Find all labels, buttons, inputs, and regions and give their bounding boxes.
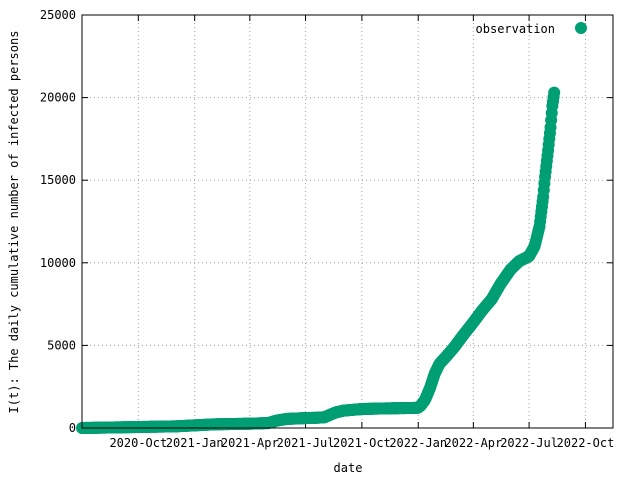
x-tick-label: 2021-Jan (166, 436, 224, 450)
x-axis-label: date (334, 461, 363, 475)
y-tick-label: 15000 (40, 173, 76, 187)
data-point (548, 86, 561, 99)
y-tick-label: 25000 (40, 8, 76, 22)
y-tick-label: 5000 (47, 338, 76, 352)
legend-marker-observation (575, 22, 587, 34)
x-tick-label: 2022-Apr (444, 436, 502, 450)
grid-layer (82, 14, 613, 428)
y-tick-label: 10000 (40, 256, 76, 270)
legend-label-observation: observation (476, 22, 555, 36)
data-points (76, 86, 561, 434)
y-tick-label: 0 (69, 421, 76, 435)
legend: observation (476, 22, 587, 36)
y-axis-label: I(t): The daily cumulative number of inf… (7, 31, 21, 414)
y-tick-label: 20000 (40, 91, 76, 105)
x-tick-label: 2021-Oct (333, 436, 391, 450)
x-tick-label: 2022-Jul (500, 436, 558, 450)
plot-frame (81, 14, 614, 429)
x-tick-label: 2021-Jul (277, 436, 335, 450)
x-tick-label: 2022-Jan (389, 436, 447, 450)
x-tick-label: 2020-Oct (109, 436, 167, 450)
tick-layer: 0 5000 10000 15000 20000 25000 2020-Oct2021-Ja… (40, 8, 614, 450)
x-tick-label: 2022-Oct (557, 436, 615, 450)
x-tick-label: 2021-Apr (221, 436, 279, 450)
